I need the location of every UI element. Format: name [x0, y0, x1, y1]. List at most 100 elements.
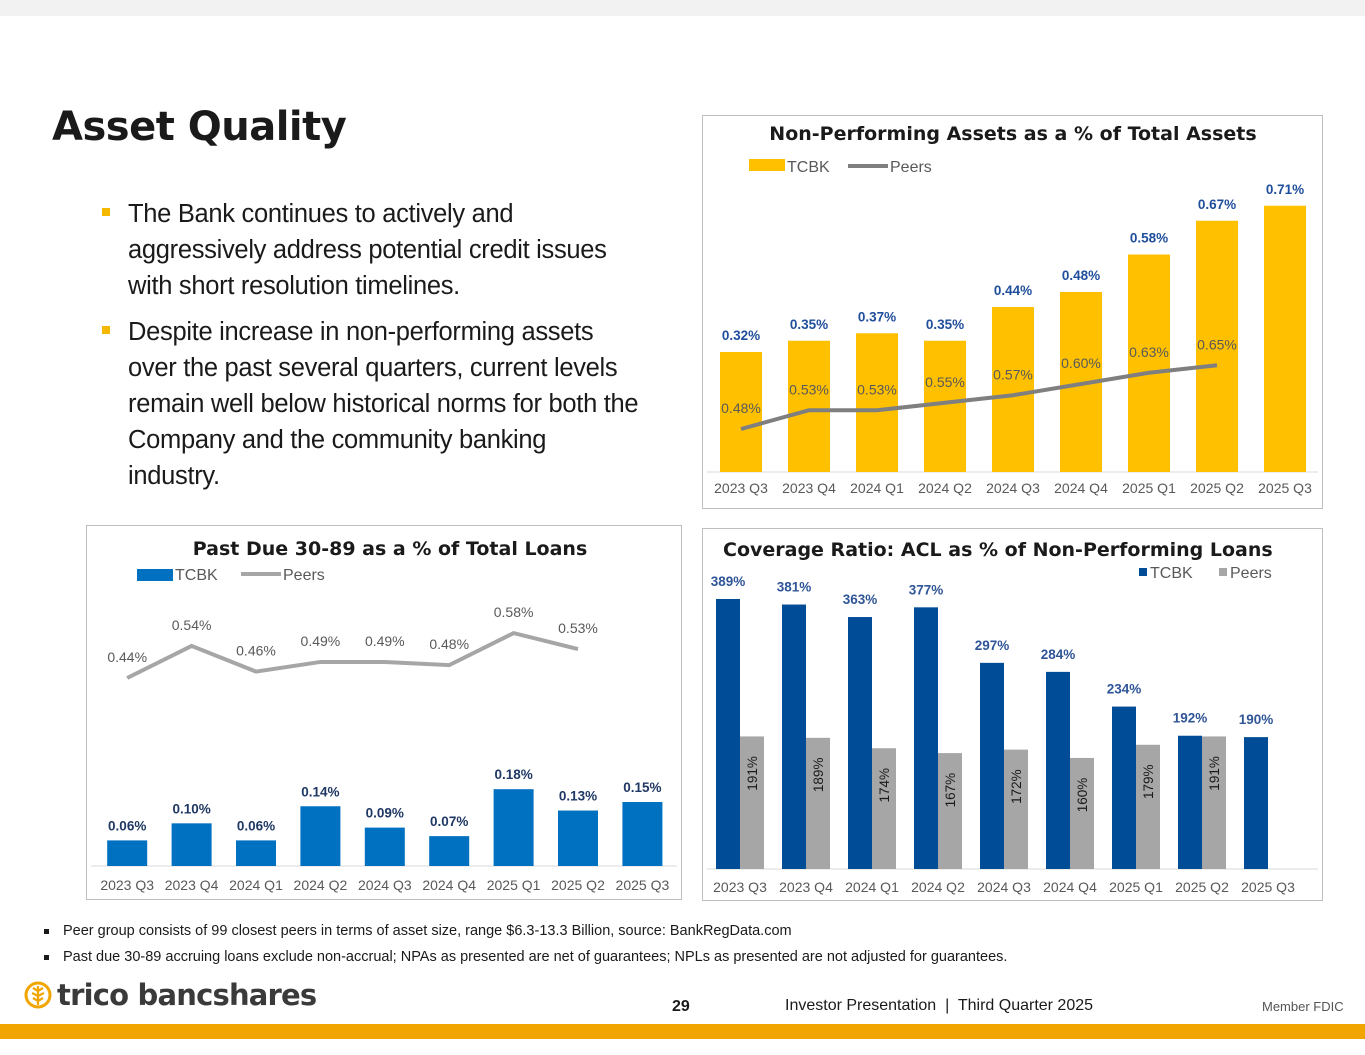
data-label-tcbk: 284%: [1041, 647, 1076, 662]
page-title: Asset Quality: [52, 104, 347, 150]
bar-peers: [872, 748, 896, 869]
bar-tcbk: [980, 662, 1004, 869]
x-tick-label: 2024 Q2: [911, 879, 965, 895]
x-tick-label: 2023 Q3: [100, 877, 154, 893]
bar-peers: [740, 736, 764, 869]
legend-tcbk-label: TCBK: [787, 159, 830, 176]
bar-tcbk: [300, 806, 341, 866]
bar-tcbk: [1178, 735, 1202, 869]
data-label-peers: 0.53%: [789, 381, 829, 397]
x-tick-label: 2024 Q3: [977, 879, 1031, 895]
bar-tcbk: [914, 607, 938, 869]
legend-peers-swatch: [1219, 568, 1227, 576]
bar-tcbk: [558, 810, 598, 866]
data-label-peers: 0.58%: [494, 604, 534, 620]
bar-tcbk: [1244, 737, 1268, 869]
bar-tcbk: [924, 340, 966, 472]
data-label-tcbk: 0.71%: [1266, 182, 1304, 197]
data-label-tcbk: 363%: [843, 592, 878, 607]
bullet-item: Despite increase in non-performing asset…: [100, 314, 640, 494]
x-tick-label: 2025 Q3: [616, 877, 670, 893]
data-label-tcbk: 0.35%: [926, 317, 964, 332]
data-label-peers: 0.49%: [301, 633, 341, 649]
data-label-peers: 179%: [1141, 764, 1156, 799]
x-tick-label: 2024 Q1: [850, 480, 904, 496]
data-label-tcbk: 377%: [909, 582, 944, 597]
data-label-peers: 0.60%: [1061, 355, 1101, 371]
bullet-text: Despite increase in non-performing asset…: [128, 318, 639, 490]
footnote: Past due 30-89 accruing loans exclude no…: [42, 944, 1007, 970]
bar-peers: [1004, 749, 1028, 869]
presentation-title: Investor Presentation | Third Quarter 20…: [785, 997, 1094, 1014]
x-tick-label: 2024 Q4: [1054, 480, 1108, 496]
legend-tcbk-swatch: [749, 159, 785, 171]
x-tick-label: 2025 Q3: [1258, 480, 1312, 496]
x-tick-label: 2024 Q3: [358, 877, 412, 893]
legend-peers-label: Peers: [1230, 565, 1272, 582]
data-label-tcbk: 0.10%: [172, 801, 210, 816]
bullet-square-icon: [102, 208, 110, 216]
member-fdic: Member FDIC: [1262, 999, 1344, 1014]
data-label-peers: 174%: [877, 768, 892, 803]
x-tick-label: 2025 Q1: [1109, 879, 1163, 895]
data-label-tcbk: 0.14%: [301, 784, 339, 799]
bar-tcbk: [1112, 706, 1136, 869]
data-label-tcbk: 0.67%: [1198, 197, 1236, 212]
bottom-accent-bar: [0, 1024, 1365, 1039]
bar-peers: [1202, 736, 1226, 869]
page-number: 29: [672, 998, 690, 1015]
data-label-tcbk: 0.07%: [430, 814, 468, 829]
data-label-peers: 191%: [745, 756, 760, 791]
data-label-peers: 0.48%: [429, 636, 469, 652]
legend-tcbk-label: TCBK: [1150, 565, 1193, 582]
x-tick-label: 2024 Q3: [986, 480, 1040, 496]
coverage-chart: Coverage Ratio: ACL as % of Non-Performi…: [707, 539, 1318, 895]
data-label-tcbk: 0.48%: [1062, 268, 1100, 283]
data-label-tcbk: 0.15%: [623, 780, 661, 795]
data-label-peers: 0.53%: [558, 620, 598, 636]
x-tick-label: 2023 Q4: [782, 480, 836, 496]
bar-tcbk: [622, 802, 663, 866]
bar-tcbk: [788, 340, 830, 472]
data-label-peers: 0.49%: [365, 633, 405, 649]
x-tick-label: 2023 Q3: [713, 879, 767, 895]
bar-tcbk: [1196, 220, 1238, 472]
bar-tcbk: [1264, 205, 1306, 472]
footnote-bullet-icon: [44, 929, 49, 934]
data-label-tcbk: 0.06%: [237, 818, 275, 833]
bar-tcbk: [236, 840, 276, 866]
chart-title: Coverage Ratio: ACL as % of Non-Performi…: [723, 539, 1273, 561]
data-label-peers: 0.55%: [925, 374, 965, 390]
data-label-peers: 0.63%: [1129, 344, 1169, 360]
data-label-peers: 189%: [811, 758, 826, 793]
npa-chart: Non-Performing Assets as a % of Total As…: [707, 123, 1318, 496]
x-tick-label: 2024 Q4: [422, 877, 476, 893]
npa-chart-panel: Non-Performing Assets as a % of Total As…: [702, 115, 1323, 509]
x-tick-label: 2025 Q2: [1175, 879, 1229, 895]
bar-tcbk: [107, 840, 148, 866]
x-tick-label: 2024 Q1: [845, 879, 899, 895]
x-tick-label: 2024 Q4: [1043, 879, 1097, 895]
bar-tcbk: [848, 617, 872, 869]
data-label-peers: 0.44%: [107, 649, 147, 665]
footnote: Peer group consists of 99 closest peers …: [42, 918, 1007, 944]
data-label-peers: 191%: [1207, 756, 1222, 791]
bullet-list: The Bank continues to actively and aggre…: [100, 196, 640, 504]
bar-peers: [938, 753, 962, 869]
data-label-tcbk: 190%: [1239, 712, 1274, 727]
legend-tcbk-swatch: [1139, 568, 1147, 576]
data-label-tcbk: 192%: [1173, 711, 1208, 726]
x-tick-label: 2024 Q1: [229, 877, 283, 893]
bar-peers: [1136, 744, 1160, 869]
data-label-peers: 160%: [1075, 778, 1090, 813]
legend-tcbk-swatch: [137, 569, 173, 581]
bar-tcbk: [1046, 671, 1070, 869]
x-tick-label: 2025 Q1: [487, 877, 541, 893]
data-label-tcbk: 0.13%: [559, 789, 597, 804]
x-tick-label: 2023 Q4: [165, 877, 219, 893]
data-label-tcbk: 0.18%: [494, 767, 532, 782]
x-tick-label: 2023 Q4: [779, 879, 833, 895]
x-tick-label: 2025 Q1: [1122, 480, 1176, 496]
pastdue-chart-panel: Past Due 30-89 as a % of Total Loans TCBK…: [86, 525, 682, 900]
x-tick-label: 2024 Q2: [294, 877, 348, 893]
